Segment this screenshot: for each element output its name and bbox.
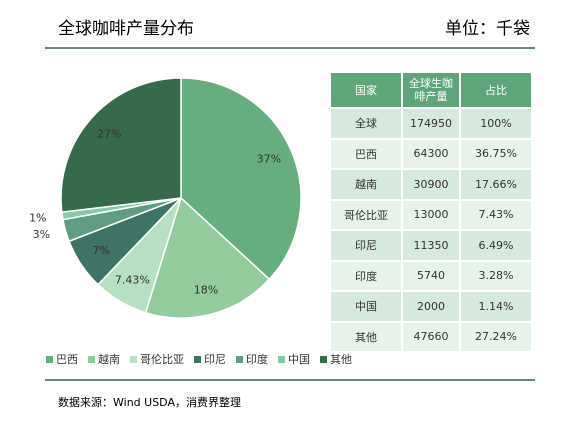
- table-cell: 印度: [329, 259, 403, 292]
- table-row: 哥伦比亚 13000 7.43%: [329, 198, 533, 231]
- slice-label: 1%: [29, 211, 46, 224]
- legend-label: 印尼: [204, 353, 226, 366]
- table-cell: 其他: [329, 320, 403, 353]
- legend-swatch: [320, 356, 327, 363]
- table-cell: 174950: [401, 107, 461, 140]
- table-row: 印度 5740 3.28%: [329, 259, 533, 292]
- table-cell: 印尼: [329, 229, 403, 262]
- legend-label: 中国: [288, 353, 310, 366]
- pie-slice: [144, 196, 271, 319]
- table-cell: 越南: [329, 168, 403, 201]
- table-row: 其他 47660 27.24%: [329, 320, 533, 353]
- legend-label: 越南: [98, 352, 120, 366]
- table-cell: 36.75%: [459, 137, 533, 170]
- table-cell: 5740: [401, 259, 461, 292]
- data-table: 国家 全球生咖啡产量 占比 全球 174950 100% 巴西 64300 36.75% 越南 3…: [329, 71, 533, 353]
- title: 全球咖啡产量分布: [58, 19, 194, 39]
- slice-label: 7%: [92, 244, 109, 257]
- table-row: 中国 2000 1.14%: [329, 290, 533, 323]
- source: 数据来源：Wind USDA，消费界整理: [58, 395, 241, 409]
- slice-label: 37%: [257, 152, 281, 165]
- legend-swatch: [194, 356, 201, 363]
- slice-label: 27%: [97, 127, 121, 140]
- unit: 单位：千袋: [445, 19, 530, 39]
- legend-swatch: [88, 356, 95, 363]
- legend-swatch: [236, 356, 243, 363]
- slice-label: 3%: [33, 228, 50, 241]
- legend-swatch: [130, 356, 137, 363]
- table-row: 巴西 64300 36.75%: [329, 137, 533, 170]
- table-cell: 中国: [329, 290, 403, 323]
- legend-swatch: [278, 356, 285, 363]
- table-cell: 13000: [401, 198, 461, 231]
- table-cell: 30900: [401, 168, 461, 201]
- table-cell: 哥伦比亚: [329, 198, 403, 231]
- table-cell: 27.24%: [459, 320, 533, 353]
- table-cell: 6.49%: [459, 229, 533, 262]
- table-cell: 17.66%: [459, 168, 533, 201]
- table-cell: 11350: [401, 229, 461, 262]
- legend-label: 其他: [330, 353, 352, 366]
- table-header: 国家 全球生咖啡产量 占比: [329, 71, 533, 109]
- table-cell: 巴西: [329, 137, 403, 170]
- table-cell: 100%: [459, 107, 533, 140]
- table-row: 印尼 11350 6.49%: [329, 229, 533, 262]
- column-header: 占比: [459, 71, 533, 109]
- table-row: 越南 30900 17.66%: [329, 168, 533, 201]
- legend-swatch: [46, 356, 53, 363]
- legend-label: 巴西: [56, 353, 78, 366]
- pie-slice: [180, 77, 302, 281]
- table-body: 全球 174950 100% 巴西 64300 36.75% 越南 30900 17.66% 哥伦…: [329, 107, 533, 353]
- column-header: 全球生咖啡产量: [401, 71, 461, 109]
- table-row: 全球 174950 100%: [329, 107, 533, 140]
- legend-label: 哥伦比亚: [140, 352, 184, 366]
- pie-slice: [60, 77, 182, 214]
- slice-label: 7.43%: [115, 274, 150, 287]
- slice-label: 18%: [194, 284, 218, 297]
- table-cell: 全球: [329, 107, 403, 140]
- table-cell: 2000: [401, 290, 461, 323]
- table-cell: 3.28%: [459, 259, 533, 292]
- table-cell: 7.43%: [459, 198, 533, 231]
- table-cell: 64300: [401, 137, 461, 170]
- column-header: 国家: [329, 71, 403, 109]
- table-cell: 47660: [401, 320, 461, 353]
- legend-label: 印度: [246, 352, 268, 366]
- table-cell: 1.14%: [459, 290, 533, 323]
